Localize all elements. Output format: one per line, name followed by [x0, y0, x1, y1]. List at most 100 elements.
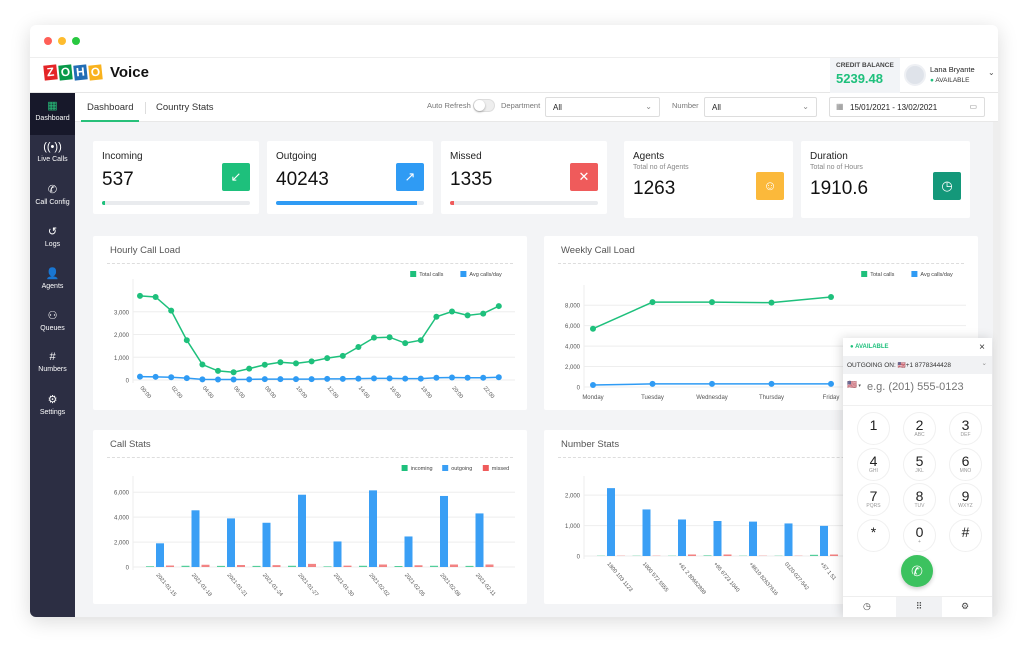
divider: [843, 405, 992, 406]
dial-key-5[interactable]: 5 JKL: [903, 447, 936, 481]
chevron-down-icon[interactable]: ⌄: [988, 68, 995, 77]
outgoing-bar: [820, 525, 828, 556]
stat-progress-bar: [450, 201, 598, 205]
number-value: All: [712, 103, 721, 112]
hourly-chart: 0 1,000 2,000 3,000 00:00 02:00 04:00 06:00 08:0…: [114, 271, 515, 400]
sidebar-item-logs[interactable]: ↺ Logs: [30, 219, 75, 261]
x-tick-label: 02:00: [170, 385, 183, 399]
x-tick-label: +65 6723 1040: [712, 561, 740, 593]
key-letters: DEF: [960, 432, 971, 438]
sidebar-item-queues[interactable]: ⚇ Queues: [30, 303, 75, 345]
data-point: [495, 303, 502, 310]
stat-card-agents: Agents Total no of Agents 1263 ☺: [624, 141, 793, 218]
sidebar-item-agents[interactable]: 👤 Agents: [30, 261, 75, 303]
product-name: Voice: [110, 64, 149, 81]
dial-key-7[interactable]: 7 PQRS: [857, 483, 890, 516]
data-point: [152, 373, 159, 380]
y-tick-label: 4,000: [565, 345, 581, 351]
sidebar-item-settings[interactable]: ⚙ Settings: [30, 387, 75, 429]
department-select[interactable]: All ⌄: [545, 97, 660, 117]
minimize-window-button[interactable]: [58, 37, 66, 45]
stat-value: 40243: [276, 169, 329, 190]
user-menu[interactable]: Lana Bryante ● AVAILABLE ⌄: [902, 58, 998, 93]
outgoing-number-select[interactable]: OUTGOING ON: 🇺🇸+1 8778344428 ⌄: [843, 356, 992, 374]
dial-key-6[interactable]: 6 MNO: [949, 447, 982, 481]
dial-key-3[interactable]: 3 DEF: [949, 412, 982, 445]
close-window-button[interactable]: [44, 37, 52, 45]
settings-gear-icon[interactable]: ⚙: [961, 601, 970, 611]
data-point: [215, 376, 221, 383]
x-tick-label: Thursday: [759, 395, 784, 401]
key-letters: JKL: [915, 467, 924, 474]
hourly-chart-card: Hourly Call Load 0 1,000 2,000 3,000 00:00 02:…: [93, 236, 527, 410]
data-point: [590, 381, 596, 388]
close-icon[interactable]: ×: [979, 342, 985, 353]
dial-key-#[interactable]: #: [949, 518, 982, 552]
data-point: [230, 369, 237, 376]
data-point: [199, 376, 206, 383]
data-point: [464, 312, 471, 319]
legend-swatch: [410, 271, 417, 277]
x-tick-label: 2021-02-11: [474, 572, 496, 597]
sidebar-item-live-calls[interactable]: ((•)) Live Calls: [30, 135, 75, 177]
stat-title: Missed: [450, 151, 482, 162]
data-point: [402, 375, 409, 382]
dial-key-*[interactable]: *: [857, 518, 890, 552]
dial-key-8[interactable]: 8 TUV: [903, 483, 936, 516]
key-digit: 1: [869, 417, 878, 433]
number-select[interactable]: All ⌄: [704, 97, 817, 117]
auto-refresh-toggle[interactable]: [473, 99, 495, 112]
x-tick-label: 06:00: [232, 385, 245, 399]
data-point: [480, 374, 487, 381]
sidebar-item-call-config[interactable]: ✆ Call Config: [30, 177, 75, 219]
legend-swatch: [861, 271, 868, 277]
chart-title: Hourly Call Load: [110, 245, 181, 256]
zoho-voice-logo[interactable]: Z O H O Voice: [43, 64, 149, 81]
x-tick-label: 2021-01-18: [190, 572, 213, 597]
numberstats-chart: 0 1,000 2,000 1800 103 1123 1800 572 5555 +61…: [565, 476, 966, 597]
sidebar-item-numbers[interactable]: # Numbers: [30, 345, 75, 387]
chevron-down-icon: ⌄: [645, 102, 652, 111]
x-tick-label: 1800 572 5555: [641, 561, 669, 593]
y-tick-label: 3,000: [114, 310, 130, 316]
divider: [107, 263, 513, 264]
sidebar-item-dashboard[interactable]: ▦ Dashboard: [30, 93, 75, 135]
x-tick-label: 00:00: [138, 385, 151, 399]
history-clock-icon[interactable]: ◷: [863, 601, 871, 611]
missed-bar: [166, 565, 174, 567]
grid-icon: ▦: [47, 100, 58, 112]
dial-key-9[interactable]: 9 WXYZ: [949, 483, 982, 516]
phone-number-input[interactable]: [867, 378, 987, 396]
chart-title: Weekly Call Load: [561, 245, 635, 256]
chevron-down-icon: ⌄: [981, 360, 987, 367]
scrollbar[interactable]: [993, 122, 998, 617]
x-tick-label: 0120-027-542: [783, 561, 810, 591]
dial-key-2[interactable]: 2 ABC: [903, 412, 936, 445]
tab-country-stats[interactable]: Country Stats: [156, 102, 214, 113]
key-digit: 5: [915, 452, 924, 469]
sidebar-item-label: Dashboard: [35, 115, 70, 122]
outgoing-bar: [642, 509, 651, 556]
call-button[interactable]: ✆: [901, 555, 933, 587]
dial-key-4[interactable]: 4 GHI: [857, 447, 890, 481]
keypad-icon[interactable]: ⠿: [896, 597, 942, 617]
data-point: [277, 376, 284, 383]
outgoing-number: 🇺🇸+1 8778344428: [897, 362, 952, 369]
y-tick-label: 1,000: [565, 524, 581, 530]
incoming-bar: [810, 554, 818, 556]
logo-letter: O: [58, 64, 73, 81]
data-point: [449, 308, 455, 315]
data-point: [168, 307, 175, 314]
maximize-window-button[interactable]: [72, 37, 80, 45]
country-flag-select[interactable]: 🇺🇸 ▾: [847, 380, 861, 389]
dial-key-1[interactable]: 1: [857, 412, 890, 445]
data-point: [828, 294, 834, 301]
user-icon: 👤: [45, 268, 60, 280]
y-tick-label: 2,000: [114, 333, 130, 339]
tab-dashboard[interactable]: Dashboard: [80, 102, 141, 122]
date-range-picker[interactable]: ▦ 15/01/2021 - 13/02/2021 ▭: [829, 97, 985, 117]
key-letters: TUV: [914, 503, 925, 509]
data-point: [417, 375, 424, 382]
dial-key-0[interactable]: 0 +: [903, 518, 936, 552]
data-point: [417, 337, 424, 344]
